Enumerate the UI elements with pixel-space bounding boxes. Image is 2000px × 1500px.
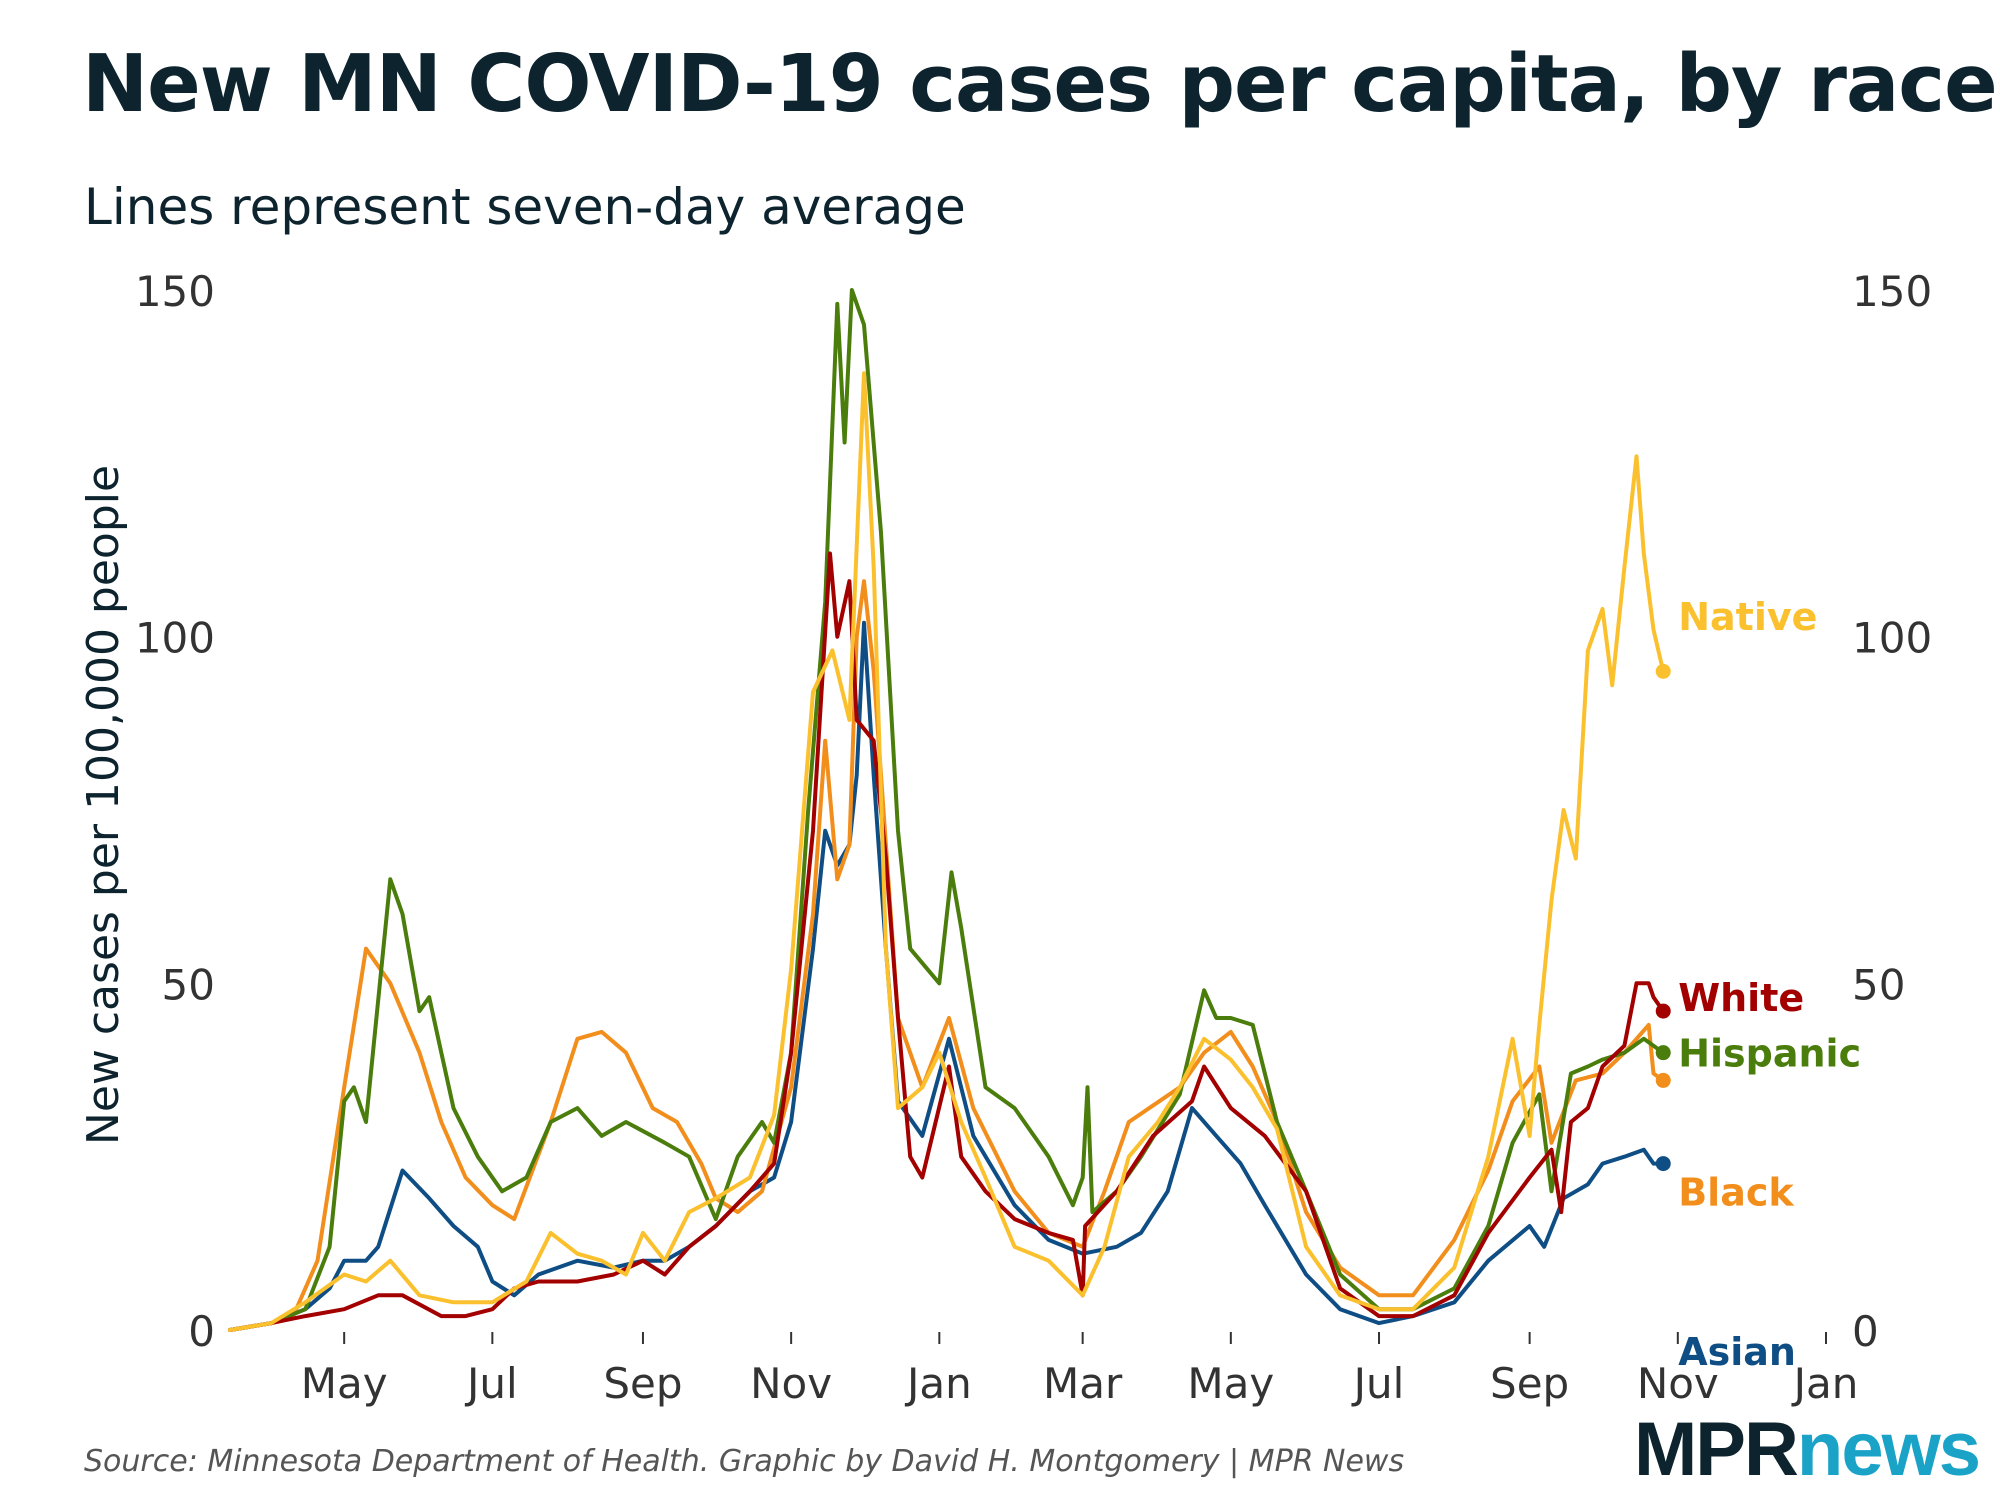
mpr-news-logo: MPRnews <box>1634 1412 1981 1488</box>
series-label-asian: Asian <box>1678 1330 1796 1374</box>
x-tick-label: Jan <box>1791 1359 1859 1408</box>
x-tick-label: Jan <box>904 1359 972 1408</box>
series-end-dot-native <box>1655 663 1671 679</box>
series-label-hispanic: Hispanic <box>1678 1032 1861 1076</box>
x-axis: May Jul Sep Nov Jan Mar May Jul Sep Nov Jan <box>301 1332 1859 1408</box>
y-tick-label-left: 100 <box>135 614 215 663</box>
series-label-white: White <box>1678 976 1804 1020</box>
x-tick-label: Mar <box>1043 1359 1123 1408</box>
series-end-dot-asian <box>1655 1156 1671 1172</box>
y-tick-label-left: 50 <box>162 960 215 1009</box>
x-tick-label: Sep <box>603 1359 682 1408</box>
series-end-dot-hispanic <box>1655 1045 1671 1061</box>
y-tick-label-right: 0 <box>1852 1307 1879 1356</box>
series-line-native <box>228 371 1666 1332</box>
x-tick-label: May <box>1187 1359 1274 1408</box>
y-tick-label-right: 100 <box>1852 614 1932 663</box>
x-tick-label: May <box>301 1359 388 1408</box>
series-line-white <box>228 551 1666 1332</box>
y-tick-label-right: 150 <box>1852 267 1932 316</box>
logo-news: news <box>1796 1407 1981 1492</box>
y-tick-label-right: 50 <box>1852 960 1905 1009</box>
x-tick-label: Nov <box>1637 1359 1719 1408</box>
x-tick-label: Nov <box>750 1359 832 1408</box>
series-end-dot-white <box>1655 1003 1671 1019</box>
series-lines <box>228 288 1671 1332</box>
x-tick-label: Sep <box>1490 1359 1569 1408</box>
source-note: Source: Minnesota Department of Health. … <box>84 1444 1405 1479</box>
y-tick-label-left: 0 <box>188 1307 215 1356</box>
y-axis-left: 0 50 100 150 <box>135 267 215 1356</box>
chart-subtitle: Lines represent seven-day average <box>84 178 966 236</box>
x-tick-label: Jul <box>464 1359 518 1408</box>
series-line-asian <box>228 620 1666 1332</box>
series-line-hispanic <box>228 288 1666 1332</box>
series-label-black: Black <box>1678 1170 1794 1214</box>
y-axis-label: New cases per 100,000 people <box>78 465 129 1145</box>
chart-title: New MN COVID-19 cases per capita, by rac… <box>82 38 1998 130</box>
y-tick-label-left: 150 <box>135 267 215 316</box>
series-end-dot-black <box>1655 1072 1671 1088</box>
series-label-native: Native <box>1678 595 1817 639</box>
y-axis-right: 0 50 100 150 <box>1852 267 1932 1356</box>
x-tick-label: Jul <box>1351 1359 1405 1408</box>
logo-mpr: MPR <box>1634 1407 1799 1492</box>
series-labels: Native White Hispanic Black Asian <box>1678 595 1861 1374</box>
